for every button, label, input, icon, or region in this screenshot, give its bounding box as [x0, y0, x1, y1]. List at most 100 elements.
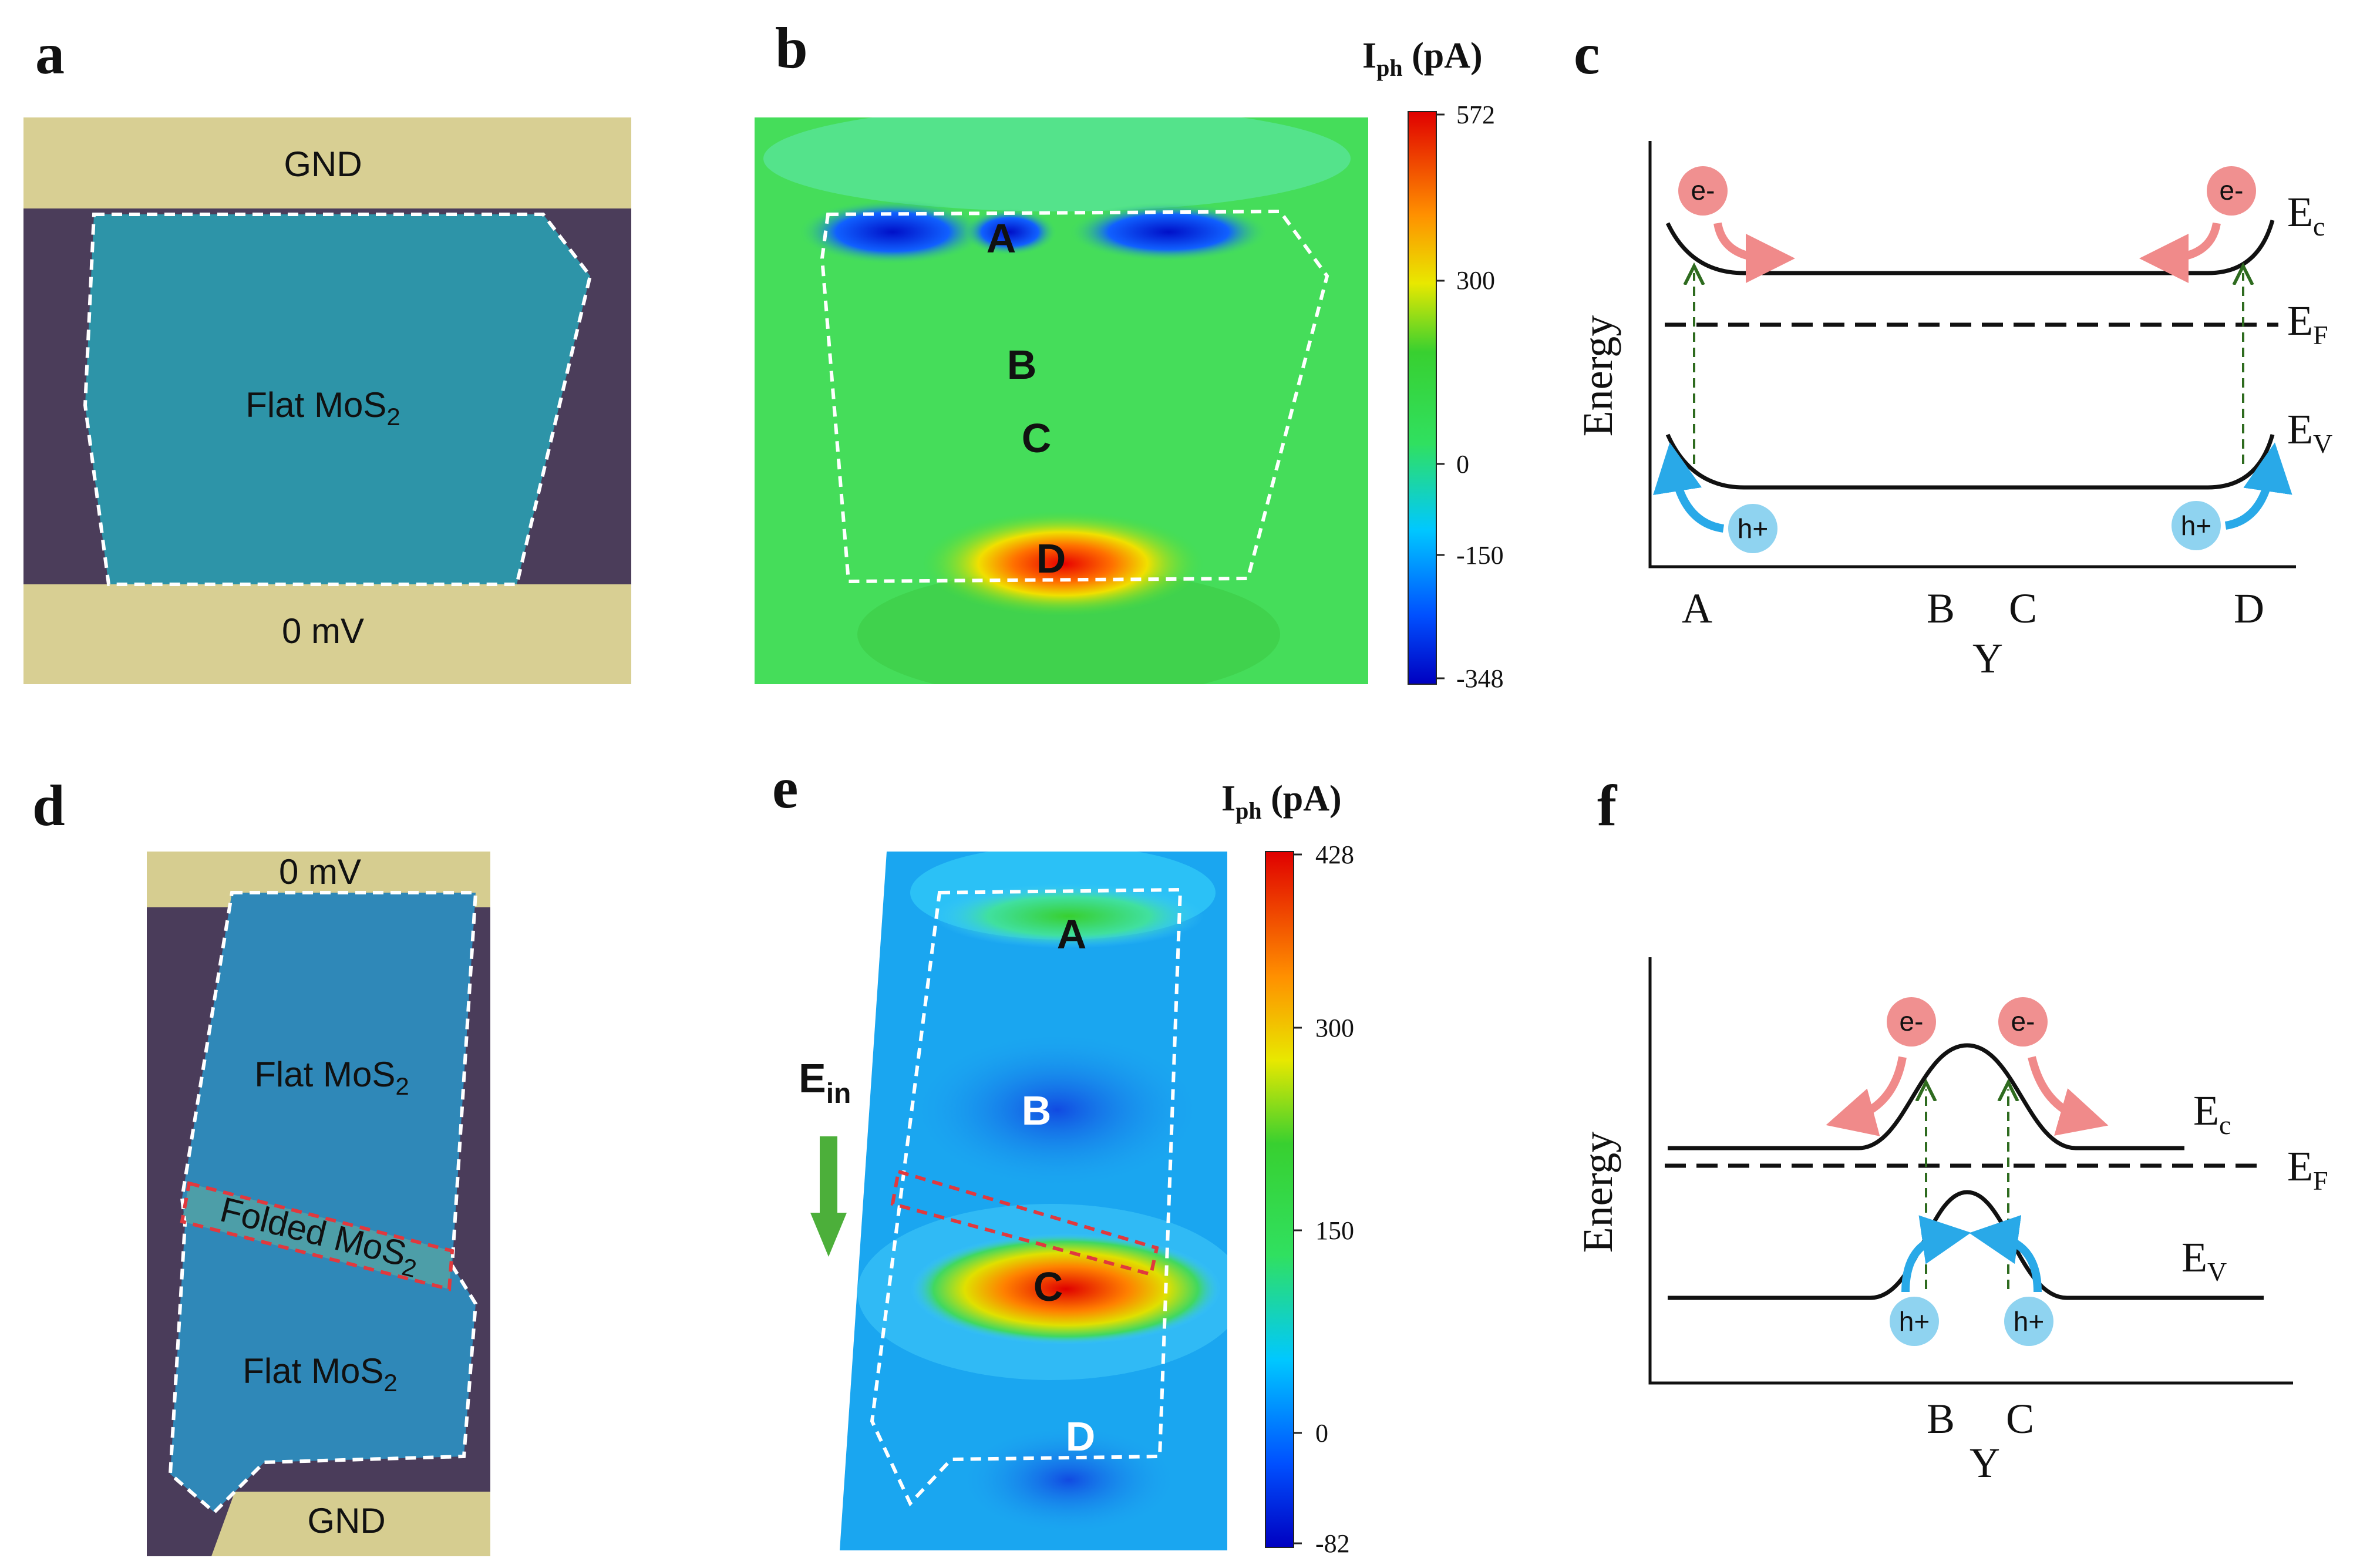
electron-right-c [2207, 166, 2256, 216]
colorbar-ticks-e [1294, 853, 1302, 1545]
colorbar-tick-b-300: 300 [1456, 266, 1495, 295]
axis-x-label-c: Y [1972, 635, 2003, 682]
hole-right-c [2172, 501, 2221, 550]
electron-right-label-c: e- [2220, 175, 2244, 206]
bottom-contact-label-a: 0 mV [282, 611, 364, 651]
x-point-b-c: B [1927, 585, 1955, 632]
electron-arrow-right-c [2139, 222, 2221, 283]
field-arrow-e [810, 1136, 847, 1257]
ev-label-f: EV [2181, 1234, 2227, 1287]
electron-left-label-f: e- [1900, 1006, 1924, 1037]
top-contact-label-a: GND [284, 144, 362, 184]
flat-top-label-d: Flat MoS2 [254, 1055, 409, 1100]
hole-right-label-f: h+ [2014, 1306, 2044, 1337]
point-a-e: A [1057, 911, 1087, 957]
colorbar-tick-b-neg348: -348 [1456, 664, 1504, 693]
ec-label-c: Ec [2287, 189, 2325, 241]
colorbar-tick-b-0: 0 [1456, 450, 1469, 479]
point-c-e: C [1033, 1264, 1063, 1310]
ev-label-c: EV [2287, 406, 2332, 459]
photocurrent-map-e [840, 852, 1227, 1550]
panel-f: f Energy Y B C Ec EF EV e- e- h+ h+ [1574, 773, 2328, 1486]
electron-arrow-left-c [1713, 222, 1795, 283]
panel-a: a GND 0 mV Flat MoS2 [23, 21, 631, 684]
flake-label-a: Flat MoS2 [245, 385, 400, 430]
point-a-b: A [987, 216, 1016, 261]
electron-left-c [1678, 166, 1728, 216]
colorbar-tick-b-572: 572 [1456, 100, 1495, 129]
point-b-b: B [1007, 342, 1037, 388]
x-point-c-c: C [2009, 585, 2037, 632]
point-d-e: D [1066, 1414, 1096, 1459]
hole-arrow-left-f [1901, 1215, 1971, 1293]
x-point-d-c: D [2234, 585, 2264, 632]
hole-arrow-right-f [1969, 1214, 2042, 1293]
conduction-band-f [1668, 1043, 2184, 1150]
colorbar-tick-b-neg150: -150 [1456, 541, 1504, 570]
hole-arrow-right-c [2224, 442, 2292, 530]
hole-right-f [2004, 1297, 2053, 1346]
electron-right-label-f: e- [2011, 1006, 2035, 1037]
field-label-e: Ein [799, 1055, 851, 1109]
bottom-contact-label-d: GND [307, 1501, 385, 1540]
photocurrent-map-b [755, 117, 1368, 684]
top-contact-label-d: 0 mV [279, 852, 361, 891]
folded-outline-d [180, 1181, 455, 1291]
folded-region-d [182, 1183, 452, 1289]
colorbar-tick-e-0: 0 [1315, 1419, 1328, 1448]
bottom-electrode-d [211, 1492, 490, 1556]
x-point-b-f: B [1927, 1395, 1955, 1442]
colorbar-tick-e-neg82: -82 [1315, 1529, 1350, 1558]
colorbar-title-b: Iph (pA) [1362, 36, 1483, 81]
flake-d [170, 893, 476, 1512]
colorbar-title-e: Iph (pA) [1221, 779, 1342, 824]
flat-flake-a [85, 214, 590, 584]
point-d-b: D [1036, 536, 1066, 581]
panel-label-a: a [35, 21, 65, 86]
axis-y-label-c: Energy [1574, 315, 1621, 437]
flat-bottom-label-d: Flat MoS2 [243, 1351, 397, 1397]
point-c-b: C [1022, 415, 1052, 461]
hole-left-label-c: h+ [1738, 513, 1768, 544]
flake-outline-e [870, 887, 1183, 1507]
top-electrode-a [23, 117, 631, 208]
x-point-c-f: C [2006, 1395, 2034, 1442]
electron-left-label-c: e- [1691, 175, 1715, 206]
hole-left-label-f: h+ [1899, 1306, 1930, 1337]
hole-left-f [1890, 1297, 1939, 1346]
folded-outline-e [890, 1169, 1159, 1277]
colorbar-tick-e-428: 428 [1315, 840, 1354, 869]
panel-b: b A B C D Iph (pA) 572 300 0 -150 -348 [755, 15, 1504, 693]
bottom-electrode-a [23, 584, 631, 684]
ef-label-c: EF [2287, 297, 2328, 350]
panel-label-e: e [772, 755, 798, 820]
valence-band-f [1668, 1190, 2264, 1300]
colorbar-tick-e-150: 150 [1315, 1216, 1354, 1245]
conduction-band-c [1665, 220, 2275, 275]
point-b-e: B [1022, 1088, 1052, 1133]
ec-label-f: Ec [2193, 1087, 2231, 1140]
colorbar-tick-e-300: 300 [1315, 1014, 1354, 1042]
panel-label-c: c [1574, 21, 1600, 86]
panel-c: c Energy Y A B C D Ec EF EV e- e- h+ h+ [1574, 21, 2332, 682]
electron-left-f [1887, 997, 1936, 1047]
electron-arrow-right-f [2028, 1056, 2109, 1136]
axis-y-label-f: Energy [1574, 1132, 1621, 1253]
colorbar-e [1265, 851, 1294, 1548]
panel-label-d: d [32, 773, 65, 838]
flake-outline-b [820, 209, 1329, 584]
colorbar-b [1408, 111, 1437, 685]
hole-arrow-left-c [1653, 442, 1725, 533]
hole-left-c [1728, 504, 1777, 553]
panel-label-b: b [775, 15, 808, 80]
hole-right-label-c: h+ [2181, 510, 2211, 541]
colorbar-ticks-b [1436, 113, 1445, 679]
axes-f [1648, 957, 2293, 1385]
electron-right-f [1998, 997, 2048, 1047]
ef-label-f: EF [2287, 1143, 2328, 1196]
panel-d: d 0 mV GND Flat MoS2 Folded MoS2 Flat Mo… [32, 773, 490, 1556]
electron-arrow-left-f [1826, 1056, 1907, 1136]
axes-c [1648, 141, 2296, 568]
panel-label-f: f [1597, 773, 1618, 838]
